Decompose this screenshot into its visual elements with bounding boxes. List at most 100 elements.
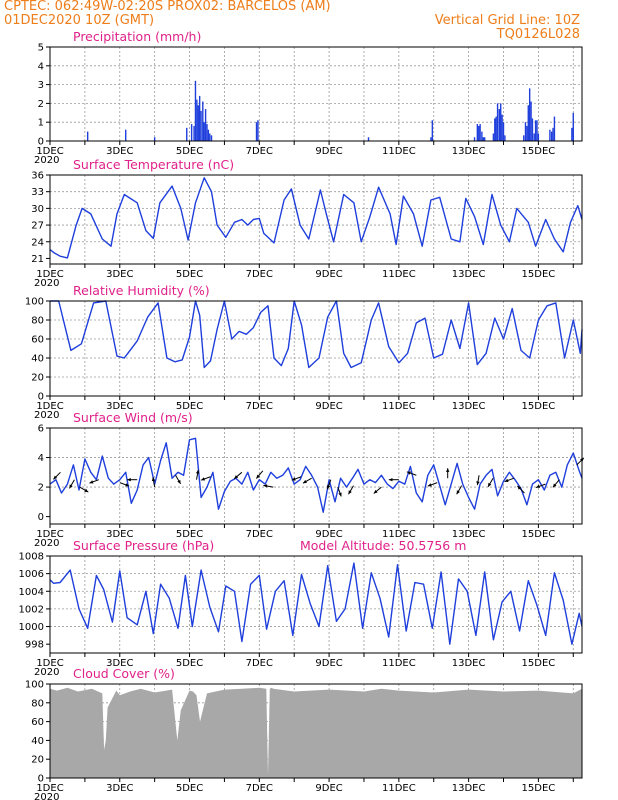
humidity-plot-area: [50, 301, 582, 396]
precip-bar: [207, 129, 210, 141]
cloud-cover-ytick-label: 20: [31, 755, 44, 766]
precip-bar: [198, 95, 201, 141]
wind-arrow-head: [535, 484, 540, 488]
humidity-ytick-label: 20: [31, 373, 44, 384]
temperature-title: Surface Temperature (nC): [73, 157, 234, 172]
wind-arrow-head: [302, 479, 307, 484]
humidity-frame: [49, 300, 583, 397]
temperature-xtick-label: 15DEC: [522, 269, 556, 280]
cloud-cover-year-label: 2020: [34, 792, 59, 800]
wind-plot-area: [50, 428, 582, 524]
precipitation-ytick-label: 0: [38, 137, 44, 148]
precip-bar: [530, 101, 532, 141]
wind-title: Surface Wind (m/s): [73, 410, 193, 425]
temperature-year-label: 2020: [34, 278, 59, 289]
humidity-ytick-label: 0: [38, 392, 44, 403]
precipitation-xtick-label: 9DEC: [315, 146, 342, 157]
precipitation-ytick-label: 5: [38, 43, 44, 54]
wind-arrow-head: [263, 484, 268, 488]
precip-bar: [203, 122, 205, 141]
humidity-xtick-label: 5DEC: [176, 401, 203, 412]
precip-bar: [492, 133, 495, 141]
pressure-year-label: 2020: [34, 667, 59, 678]
wind-arrow-head: [327, 485, 331, 490]
precip-bar: [534, 120, 537, 141]
precip-bar: [86, 131, 89, 141]
wind-xtick-label: 3DEC: [106, 529, 133, 540]
wind-arrow-head: [127, 477, 131, 482]
pressure-xtick-label: 3DEC: [106, 658, 133, 669]
precip-bar: [526, 125, 528, 141]
precip-bar: [495, 116, 497, 141]
precip-bar: [498, 109, 501, 141]
wind-arrow-head: [291, 477, 296, 481]
temperature-ytick-label: 36: [31, 171, 44, 182]
precip-bar: [552, 127, 554, 141]
precipitation-xtick-label: 15DEC: [522, 146, 556, 157]
precip-bar: [476, 124, 479, 141]
cloud-cover-ytick-label: 80: [31, 698, 44, 709]
wind-arrow-head: [427, 483, 432, 487]
wind-arrow-head: [552, 483, 557, 488]
wind-arrow-head: [476, 481, 480, 486]
precip-bar: [533, 133, 535, 141]
precip-bar: [202, 101, 204, 141]
cloud-cover-xtick-label: 9DEC: [315, 783, 342, 794]
temperature-xtick-label: 13DEC: [452, 269, 486, 280]
precip-bar: [572, 112, 574, 141]
humidity-xtick-label: 3DEC: [106, 401, 133, 412]
precip-bar: [186, 127, 188, 141]
precip-bar: [481, 131, 483, 141]
cloud-cover-xtick-label: 15DEC: [522, 783, 556, 794]
precip-bar: [206, 124, 208, 141]
precipitation-plot-area: [50, 47, 582, 141]
temperature-ytick-label: 24: [31, 237, 44, 248]
precip-bar: [494, 118, 496, 141]
temperature-line: [49, 177, 583, 259]
cloud-cover-xtick-label: 7DEC: [246, 783, 273, 794]
wind-arrow-head: [388, 477, 393, 482]
precipitation-ytick-label: 4: [38, 61, 44, 72]
pressure-xtick-label: 13DEC: [452, 658, 486, 669]
cloud-cover-frame: [49, 683, 583, 779]
pressure-frame: [49, 555, 583, 654]
wind-xtick-label: 1DEC: [36, 529, 63, 540]
humidity-ytick-label: 60: [31, 335, 44, 346]
precipitation-xtick-label: 7DEC: [246, 146, 273, 157]
temperature-xtick-label: 1DEC: [36, 269, 63, 280]
pressure-ytick-label: 1008: [19, 552, 44, 563]
precip-bar: [531, 118, 534, 141]
wind-line: [49, 437, 583, 513]
precip-bar: [496, 103, 499, 141]
precip-bar: [125, 129, 127, 141]
pressure-ytick-label: 1004: [19, 587, 44, 598]
humidity-title: Relative Humidity (%): [73, 283, 210, 298]
model-altitude-note: Model Altitude: 50.5756 m: [300, 538, 466, 553]
precipitation-xtick-label: 13DEC: [452, 146, 486, 157]
precip-bar: [200, 110, 202, 141]
temperature-ytick-label: 33: [31, 187, 44, 198]
pressure-title: Surface Pressure (hPa): [73, 538, 214, 553]
precip-bar: [501, 114, 503, 141]
wind-ytick-label: 2: [38, 483, 44, 494]
precip-bar: [257, 120, 259, 141]
humidity-xtick-label: 13DEC: [452, 401, 486, 412]
humidity-xtick-label: 15DEC: [522, 401, 556, 412]
precip-bar: [190, 124, 193, 141]
cloud-cover-xtick-label: 11DEC: [382, 783, 416, 794]
precip-bar: [524, 122, 527, 141]
precipitation-xtick-label: 11DEC: [382, 146, 416, 157]
cloud-cover-xtick-label: 13DEC: [452, 783, 486, 794]
precipitation-xtick-label: 1DEC: [36, 146, 63, 157]
cloud-cover-ytick-label: 60: [31, 717, 44, 728]
precip-bar: [430, 137, 432, 141]
wind-arrow-head: [406, 471, 411, 475]
cloud-cover-xtick-label: 5DEC: [176, 783, 203, 794]
precip-bar: [196, 99, 198, 141]
wind-arrow-head: [234, 475, 239, 479]
precip-bar: [210, 135, 213, 141]
precip-bar: [431, 120, 434, 141]
precip-bar: [255, 122, 258, 141]
precip-bar: [553, 116, 556, 141]
